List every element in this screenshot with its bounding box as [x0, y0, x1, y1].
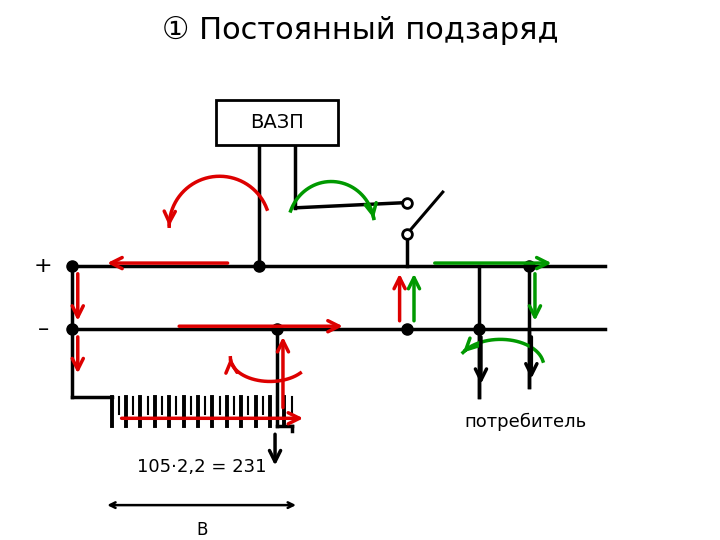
- Text: +: +: [34, 256, 53, 276]
- Text: ВАЗП: ВАЗП: [251, 113, 304, 132]
- Text: потребитель: потребитель: [464, 413, 587, 431]
- Text: ① Постоянный подзаряд: ① Постоянный подзаряд: [162, 16, 558, 45]
- FancyBboxPatch shape: [216, 100, 338, 145]
- Text: –: –: [37, 319, 49, 339]
- Text: 105·2,2 = 231: 105·2,2 = 231: [137, 458, 266, 476]
- Text: В: В: [196, 521, 207, 539]
